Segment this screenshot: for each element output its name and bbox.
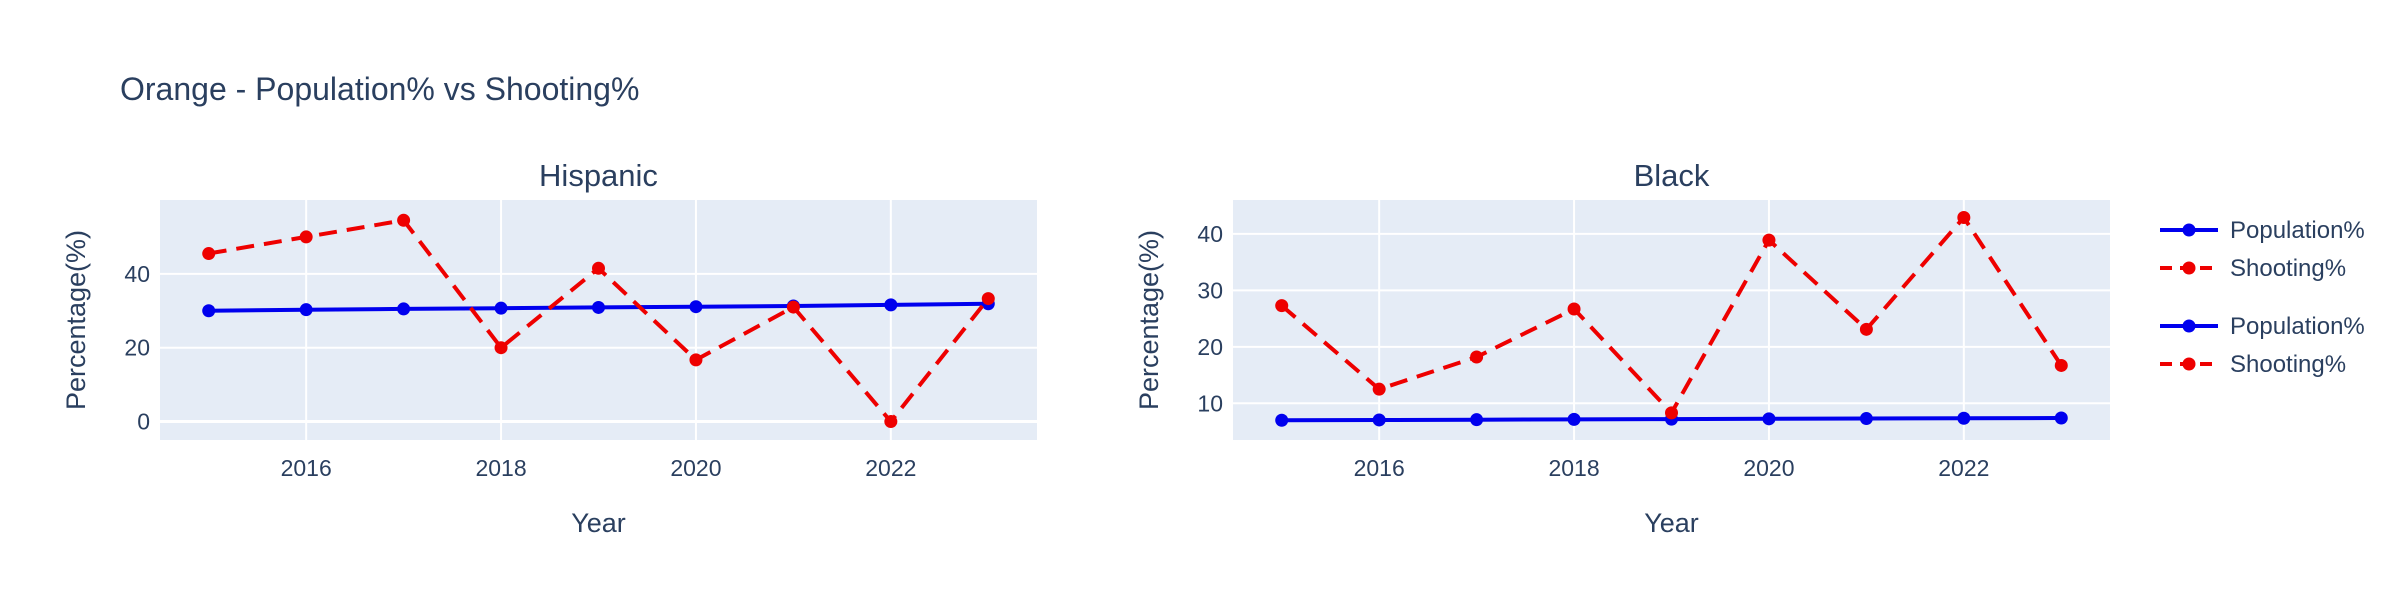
panel2-shooting-point	[1372, 382, 1386, 396]
chart-title: Orange - Population% vs Shooting%	[120, 71, 639, 107]
panel1-shooting-point	[884, 415, 898, 429]
panel1-y-axis-title: Percentage(%)	[61, 230, 91, 410]
legend-item-label: Population%	[2230, 313, 2365, 340]
panel2-x-tick-label: 2020	[1743, 455, 1794, 481]
panel2-population-point	[1275, 413, 1289, 427]
panel2-shooting-point	[1470, 350, 1484, 364]
panel2-shooting-point	[1275, 299, 1289, 313]
panel1-shooting-point	[592, 261, 605, 275]
panel2-shooting-point	[2054, 358, 2068, 372]
panel1-shooting-point	[689, 353, 703, 367]
panel2-population-point	[1859, 412, 1873, 426]
panel1-population-point	[884, 298, 898, 312]
legend-item-label: Shooting%	[2230, 351, 2346, 378]
panel2-population-point	[1762, 412, 1776, 426]
panel2-population-point	[1470, 413, 1484, 427]
legend-item-label: Population%	[2230, 217, 2365, 244]
panel2-population-point	[1372, 413, 1386, 427]
panel2-population-point	[1957, 411, 1971, 425]
panel2-shooting-point	[1665, 406, 1678, 420]
panel2-shooting-point	[1762, 233, 1776, 247]
panel1-y-tick-label: 0	[137, 409, 150, 435]
panel1-population-point	[299, 303, 313, 317]
panel1-population-point	[397, 302, 411, 316]
panel2-shooting-point	[1567, 302, 1581, 316]
panel2-shooting-point	[1859, 322, 1873, 336]
panel2-y-tick-label: 40	[1197, 221, 1223, 247]
panel2-x-tick-label: 2018	[1548, 455, 1599, 481]
panel2-x-tick-label: 2016	[1354, 455, 1405, 481]
panel1-shooting-point	[981, 292, 995, 306]
panel1-population-point	[202, 304, 216, 318]
legend-item-label: Shooting%	[2230, 255, 2346, 282]
panel1-x-tick-label: 2018	[475, 455, 526, 481]
panel1-x-tick-label: 2016	[281, 455, 332, 481]
panel2-population-point	[1567, 412, 1581, 426]
panel2-shooting-point	[1957, 211, 1971, 225]
legend-population-marker	[2182, 223, 2196, 237]
panel2-y-tick-label: 10	[1197, 390, 1223, 416]
panel1-shooting-point	[786, 300, 800, 314]
panel2-x-axis-title: Year	[1644, 508, 1699, 538]
panel1-y-tick-label: 40	[124, 261, 150, 287]
panel2-y-tick-label: 20	[1197, 334, 1223, 360]
panel1-x-axis-title: Year	[571, 508, 626, 538]
panel1-shooting-point	[494, 341, 508, 355]
panel1-shooting-point	[299, 230, 313, 244]
panel1-population-point	[494, 301, 508, 315]
panel1-x-tick-label: 2022	[865, 455, 916, 481]
panel2-population-point	[2054, 411, 2068, 425]
legend-population-marker	[2182, 319, 2196, 333]
panel2-y-tick-label: 30	[1197, 277, 1223, 303]
panel2-y-axis-title: Percentage(%)	[1134, 230, 1164, 410]
panel1-shooting-point	[202, 247, 216, 261]
panel1-shooting-point	[397, 213, 411, 227]
panel2-title: Black	[1634, 158, 1710, 193]
panel1-population-point	[689, 300, 703, 314]
legend-shooting-marker	[2182, 357, 2196, 371]
panel1-y-tick-label: 20	[124, 335, 150, 361]
panel1-x-tick-label: 2020	[670, 455, 721, 481]
panel2-x-tick-label: 2022	[1938, 455, 1989, 481]
legend-shooting-marker	[2182, 261, 2196, 275]
panel1-title: Hispanic	[539, 158, 658, 193]
panel1-population-point	[592, 300, 605, 314]
